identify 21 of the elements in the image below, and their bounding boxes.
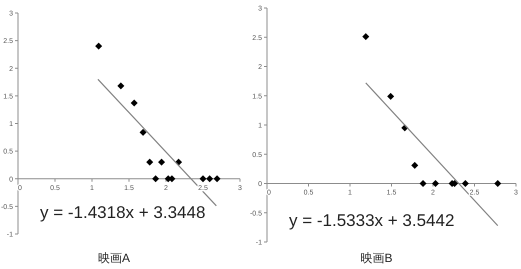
point [117,82,124,90]
point [140,128,147,136]
annotation: y = -1.5333x + 3.5442 [289,211,454,230]
point [200,175,206,182]
point [158,158,166,166]
point [130,100,138,107]
point [432,180,439,187]
point [146,158,154,166]
point [420,180,427,187]
point [462,180,469,187]
x-axis-title: 映画A [98,251,130,265]
point [387,92,394,100]
point [214,175,221,182]
point [95,42,102,50]
point [152,175,160,182]
point [494,180,502,187]
point [206,175,214,182]
point [362,33,370,40]
x-axis-title: 映画B [360,251,393,265]
point [411,162,418,169]
annotation: y = -1.4318x + 3.3448 [40,203,206,222]
